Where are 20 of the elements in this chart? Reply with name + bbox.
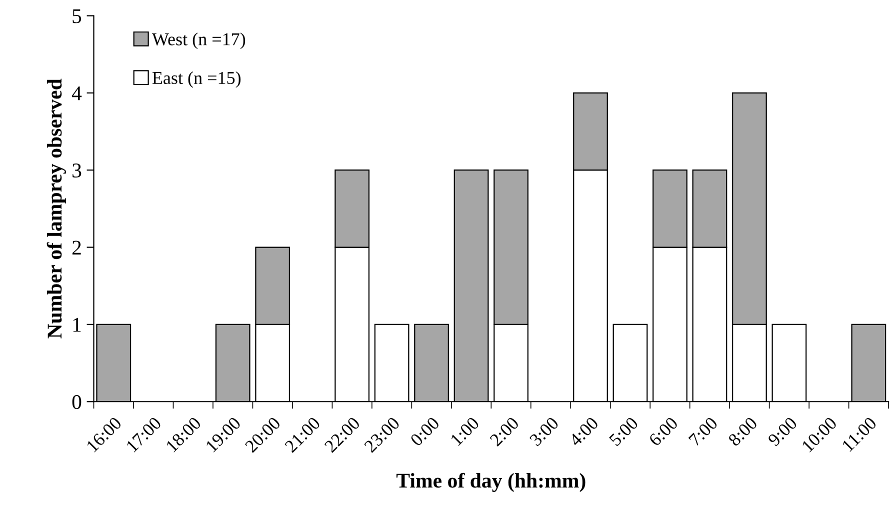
x-tick-label: 0:00 (410, 416, 440, 447)
x-tick-label: 6:00 (648, 416, 679, 447)
x-tick-label: 8:00 (728, 416, 758, 447)
x-tick-label: 3:00 (529, 416, 560, 447)
x-tick-label: 2:00 (489, 416, 520, 447)
legend-label: West (n =17) (152, 32, 246, 50)
y-tick-label: 0 (72, 395, 82, 410)
y-tick-label: 4 (72, 86, 82, 100)
y-tick-label: 2 (72, 240, 81, 255)
y-tick-label: 1 (73, 318, 81, 332)
x-tick-label: 7:00 (688, 416, 718, 446)
x-tick-label: 5:00 (608, 416, 639, 447)
legend-label: East (n =15) (152, 71, 241, 88)
x-axis-title: Time of day (hh:mm) (396, 472, 586, 492)
x-tick-label: 9:00 (767, 416, 798, 447)
x-tick-label: 4:00 (568, 416, 600, 448)
x-tick-label: 1:00 (450, 416, 480, 446)
y-tick-label: 3 (72, 164, 82, 178)
y-tick-label: 5 (72, 9, 82, 24)
y-axis-title: Number of lamprey observed (46, 78, 66, 338)
